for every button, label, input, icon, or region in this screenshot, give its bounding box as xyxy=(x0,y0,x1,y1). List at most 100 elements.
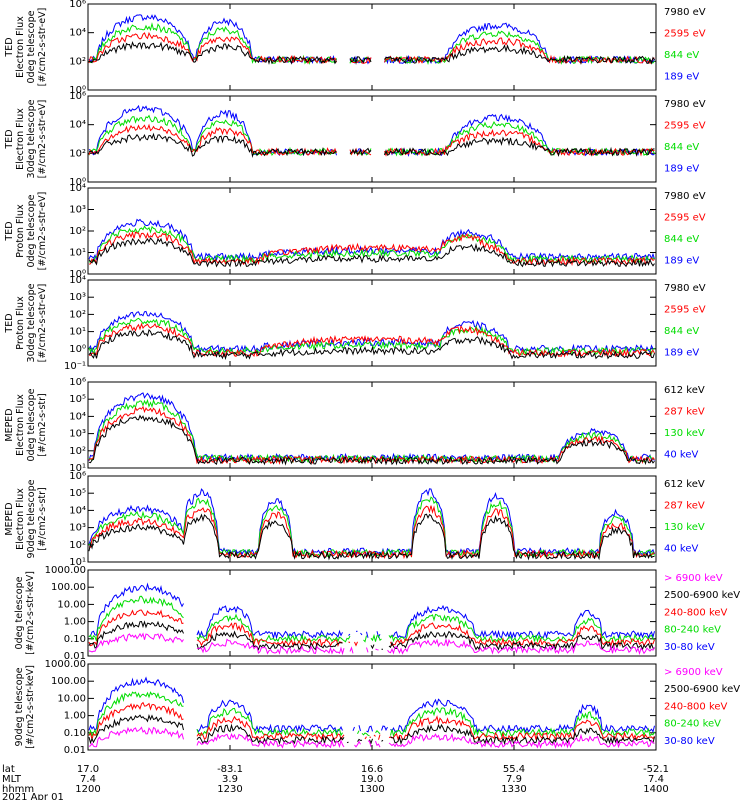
legend-entry: 80-240 keV xyxy=(664,625,721,636)
y-tick-label: 10⁶ xyxy=(69,471,86,482)
y-tick-label: 0.01 xyxy=(64,745,86,756)
y-axis-label: Proton Flux xyxy=(15,204,26,258)
flux-trace xyxy=(88,714,655,746)
flux-trace xyxy=(88,505,655,560)
flux-trace xyxy=(88,609,655,648)
y-tick-label: 100.00 xyxy=(51,582,86,593)
y-tick-label: 0.01 xyxy=(64,651,86,662)
legend-entry: > 6900 keV xyxy=(664,573,723,584)
y-tick-label: 10⁰ xyxy=(69,269,86,280)
y-axis-label: TED xyxy=(4,313,15,333)
panel-ted_p30: 10⁻¹ 10⁰ 10¹ 10² 10³ 10⁴ TED Proton Flux 30deg t… xyxy=(4,275,706,372)
legend-entry: 240-800 keV xyxy=(664,701,728,712)
y-axis-label: Electron Flux xyxy=(15,394,26,456)
y-tick-label: 10⁶ xyxy=(69,377,86,388)
flux-trace xyxy=(88,726,655,750)
y-tick-label: 100.00 xyxy=(51,676,86,687)
legend-entry: 30-80 keV xyxy=(664,736,715,747)
y-tick-label: 1.00 xyxy=(64,617,86,628)
flux-trace xyxy=(88,620,655,651)
y-axis-label: MEPED xyxy=(4,408,15,441)
y-tick-label: 10³ xyxy=(69,292,86,303)
legend-entry: 189 eV xyxy=(664,256,699,267)
flux-trace xyxy=(88,405,655,465)
y-tick-label: 0.10 xyxy=(64,728,86,739)
panel-mep_p90: 0.01 0.10 1.00 10.00 100.00 1000.00 90deg tele… xyxy=(14,659,740,756)
legend-entry: 2595 eV xyxy=(664,121,706,132)
legend-entry: 189 eV xyxy=(664,164,699,175)
y-axis-label: Proton Flux xyxy=(15,296,26,350)
y-tick-label: 10² xyxy=(69,446,86,457)
x-tick-label-mlt: 7.4 xyxy=(648,774,664,785)
y-axis-label: 30deg telescope xyxy=(26,99,37,178)
y-tick-label: 10⁰ xyxy=(69,85,86,96)
legend-entry: 130 keV xyxy=(664,428,705,439)
legend-entry: 240-800 keV xyxy=(664,607,728,618)
x-tick-label-mlt: 7.9 xyxy=(506,774,522,785)
x-row-label-hhmm: hhmm xyxy=(2,784,34,795)
flux-trace xyxy=(88,496,655,558)
y-tick-label: 0.10 xyxy=(64,634,86,645)
y-tick-label: 10² xyxy=(69,226,86,237)
y-tick-label: 10⁰ xyxy=(69,177,86,188)
panel-frame xyxy=(87,475,657,563)
x-tick-label-lat: -83.1 xyxy=(217,764,243,775)
panel-ted_e30: 10⁰ 10² 10⁴ 10⁶ TED Electron Flux 30deg telesc… xyxy=(4,91,706,188)
date-label: 2021 Apr 01 xyxy=(2,792,64,800)
y-axis-label: 0deg telescope xyxy=(26,10,37,83)
legend-entry: 7980 eV xyxy=(664,191,706,202)
legend-entry: 844 eV xyxy=(664,234,699,245)
flux-trace xyxy=(88,329,655,361)
legend-entry: 2595 eV xyxy=(664,305,706,316)
y-tick-label: 10.00 xyxy=(57,599,86,610)
y-tick-label: 10² xyxy=(69,540,86,551)
y-tick-label: 10¹ xyxy=(69,557,86,568)
legend-entry: 189 eV xyxy=(664,348,699,359)
legend-entry: 844 eV xyxy=(664,142,699,153)
flux-trace xyxy=(88,40,655,65)
legend-entry: 287 keV xyxy=(664,501,705,512)
y-tick-label: 10⁵ xyxy=(69,394,86,405)
legend-entry: 40 keV xyxy=(664,544,698,555)
y-axis-label: MEPED xyxy=(4,502,15,535)
y-tick-label: 10³ xyxy=(69,523,86,534)
flux-trace xyxy=(88,701,655,742)
y-tick-label: 10⁴ xyxy=(69,28,86,39)
y-axis-label: 90deg telescope xyxy=(26,479,37,558)
y-axis-label: 90deg telescope xyxy=(14,667,25,746)
y-tick-label: 10¹ xyxy=(69,248,86,259)
flux-trace xyxy=(88,237,655,268)
x-tick-label-hhmm: 1330 xyxy=(501,784,526,795)
x-tick-label-hhmm: 1300 xyxy=(359,784,384,795)
x-tick-label-hhmm: 1400 xyxy=(643,784,668,795)
y-axis-label: [#/cm2-s-str-keV] xyxy=(25,571,36,655)
y-axis-label: [#/cm2-s-str-eV] xyxy=(37,284,48,363)
legend-entry: 612 keV xyxy=(664,479,705,490)
panel-frame xyxy=(87,663,657,751)
y-tick-label: 10⁴ xyxy=(69,120,86,131)
flux-trace xyxy=(88,513,655,561)
flux-trace xyxy=(88,322,655,358)
flux-trace xyxy=(88,632,655,656)
flux-trace xyxy=(88,310,655,355)
flux-trace xyxy=(88,488,655,557)
y-axis-label: 0deg telescope xyxy=(14,576,25,649)
flux-trace xyxy=(88,104,655,157)
y-axis-label: [#/cm2-s-str-eV] xyxy=(37,192,48,271)
legend-entry: 844 eV xyxy=(664,50,699,61)
x-tick-label-hhmm: 1230 xyxy=(217,784,242,795)
time-axis: lat MLT hhmm 2021 Apr 01 17.07.41200-83.… xyxy=(2,764,669,800)
flux-trace xyxy=(88,595,655,644)
y-tick-label: 10⁶ xyxy=(69,91,86,102)
flux-trace xyxy=(88,691,655,738)
x-tick-label-lat: 16.6 xyxy=(361,764,383,775)
y-tick-label: 10⁴ xyxy=(69,505,86,516)
legend-entry: 7980 eV xyxy=(664,99,706,110)
flux-trace xyxy=(88,14,655,65)
y-tick-label: 10⁰ xyxy=(69,344,86,355)
y-tick-label: 10⁻¹ xyxy=(64,361,86,372)
y-axis-label: 0deg telescope xyxy=(26,388,37,461)
legend-entry: 2500-6900 keV xyxy=(664,684,740,695)
x-tick-label-lat: 17.0 xyxy=(77,764,99,775)
